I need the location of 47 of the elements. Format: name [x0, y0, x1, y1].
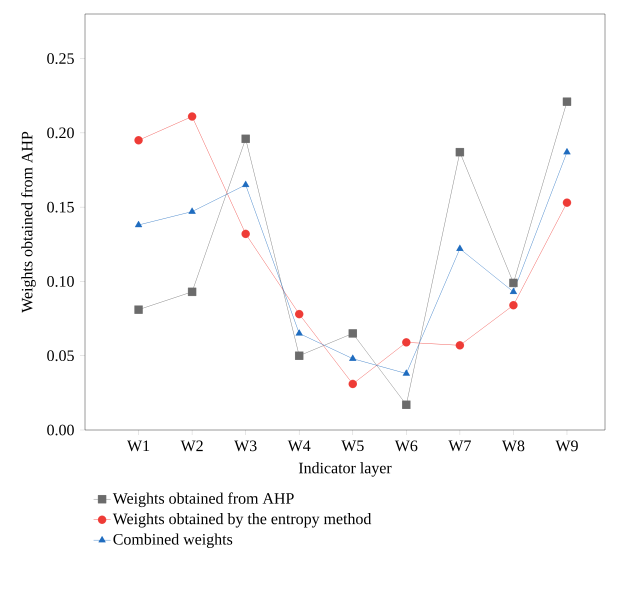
- y-tick-label: 0.10: [47, 276, 74, 287]
- point: [188, 288, 196, 296]
- x-tick-label: W1: [127, 440, 150, 452]
- point: [296, 329, 303, 336]
- point: [509, 301, 518, 310]
- point: [402, 369, 410, 376]
- point: [348, 380, 357, 388]
- point: [456, 244, 464, 251]
- y-tick-label: 0.05: [47, 350, 74, 362]
- x-tick-label: W9: [555, 440, 578, 452]
- x-tick-label: W7: [448, 440, 471, 452]
- x-tick-label: W3: [234, 440, 257, 452]
- point: [134, 305, 143, 314]
- y-tick-label: 0.00: [47, 424, 74, 436]
- legend-label: Combined weights: [113, 533, 232, 548]
- point: [456, 148, 464, 156]
- y-axis-title: Weights obtained from AHP: [21, 132, 36, 313]
- point: [242, 180, 250, 188]
- legend-label: Weights obtained by the entropy method: [112, 513, 372, 528]
- point: [402, 400, 411, 409]
- point: [295, 310, 304, 318]
- point: [456, 341, 464, 350]
- point: [562, 97, 572, 106]
- point: [563, 148, 571, 154]
- point: [295, 352, 304, 360]
- point: [241, 134, 250, 143]
- y-tick-label: 0.25: [47, 53, 74, 64]
- point: [134, 220, 142, 228]
- x-tick-label: W6: [394, 440, 418, 452]
- x-axis-title: Indicator layer: [298, 462, 392, 477]
- point: [510, 288, 518, 294]
- y-tick-label: 0.15: [47, 202, 74, 213]
- point: [348, 329, 357, 338]
- x-tick-label: W4: [288, 440, 310, 452]
- point: [188, 112, 196, 121]
- legend-label: Weights obtained from AHP: [112, 492, 294, 508]
- x-tick-label: W5: [341, 440, 364, 452]
- x-tick-label: W8: [502, 440, 524, 452]
- point: [562, 198, 572, 207]
- point: [241, 230, 250, 238]
- point: [134, 136, 143, 144]
- point: [349, 354, 356, 361]
- y-tick-label: 0.20: [47, 127, 74, 138]
- point: [402, 338, 411, 347]
- point: [509, 278, 518, 288]
- x-tick-label: W2: [180, 440, 203, 452]
- point: [188, 207, 196, 214]
